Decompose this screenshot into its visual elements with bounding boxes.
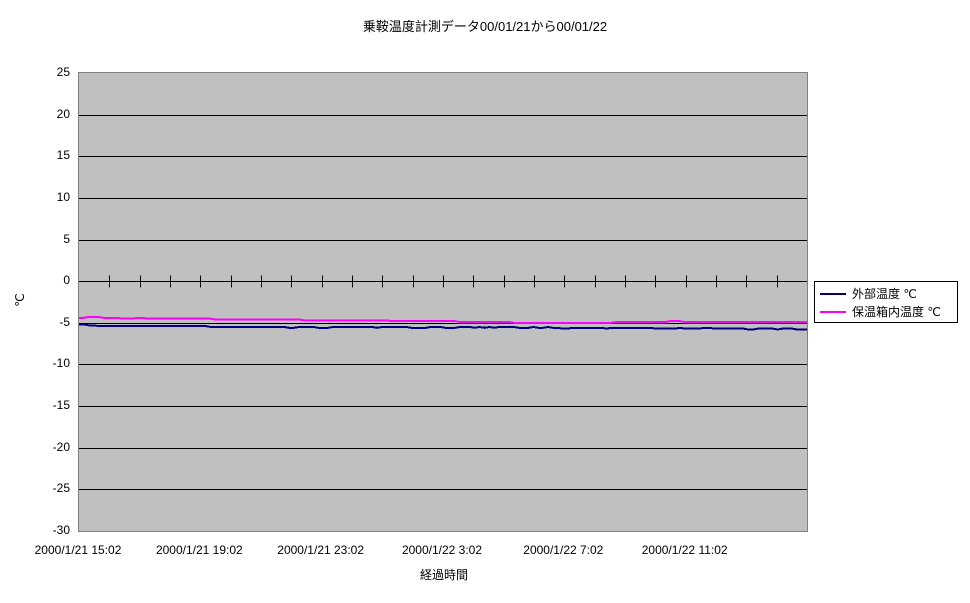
series-line-1 [79,316,807,324]
legend-label: 保温箱内温度 ℃ [852,305,941,319]
x-tick-label: 2000/1/21 19:02 [155,543,243,557]
legend: 外部温度 ℃ 保温箱内温度 ℃ [814,281,958,323]
y-tick-label: -30 [52,523,70,537]
y-tick-label: 10 [56,189,70,204]
series-line-0 [79,323,807,331]
y-tick-label: -25 [52,481,70,496]
x-axis-title: 経過時間 [419,568,468,582]
chart-title: 乗鞍温度計測データ00/01/21から00/01/22 [362,19,608,34]
legend-label: 外部温度 ℃ [852,287,917,301]
y-tick-label: -10 [52,356,70,371]
x-axis-tick-marks [109,275,778,288]
x-tick-label: 2000/1/22 7:02 [523,543,604,557]
legend-entry: 外部温度 ℃ [820,285,957,303]
y-tick-label: 0 [63,273,70,288]
plot-svg [79,115,807,490]
data-series-lines [79,316,807,331]
y-tick-label: -20 [52,439,70,454]
gridlines [79,115,807,490]
x-tick-label: 2000/1/21 15:02 [34,543,122,557]
legend-color-swatch [820,293,846,295]
plot-area [78,72,808,532]
x-tick-label: 2000/1/21 23:02 [277,543,365,557]
x-tick-label: 2000/1/22 3:02 [401,543,483,557]
x-tick-label: 2000/1/22 11:02 [641,543,728,557]
y-tick-label: 5 [63,231,70,246]
legend-entry: 保温箱内温度 ℃ [820,303,957,321]
y-tick-label: -5 [59,314,70,329]
y-tick-label: 25 [56,65,70,79]
y-tick-label: 15 [56,148,70,163]
y-tick-label: -15 [52,398,70,413]
legend-color-swatch [820,311,846,313]
y-tick-label: 20 [56,106,70,121]
